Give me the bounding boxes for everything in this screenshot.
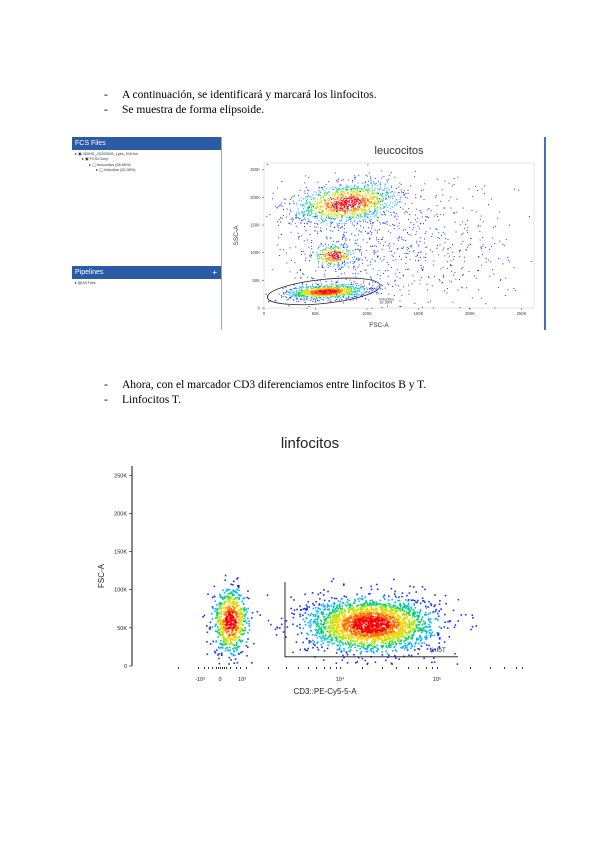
y-axis-label: SSC-A: [233, 225, 240, 246]
flowjo-screenshot: FCS Files ▸ ▣ 450HG_20200505_Lyes_016.fc…: [72, 137, 546, 330]
event-dots: [265, 163, 532, 309]
y-tick-label: 0: [258, 306, 261, 311]
tree-item-comp[interactable]: ▸ ▣ FCS/Comp: [82, 157, 109, 162]
x-minor-tick: [178, 667, 179, 669]
gate-label: linfocitos: [379, 297, 394, 301]
event-dots: [202, 574, 478, 666]
instruction-item: Ahora, con el marcador CD3 diferenciamos…: [104, 378, 426, 393]
y-tick-label: 200K: [250, 195, 260, 200]
y-tick-label: 150K: [114, 550, 127, 556]
plot-frame: [263, 162, 535, 309]
y-tick-label: 250K: [250, 167, 260, 172]
x-axis-label: CD3::PE-Cy5-5-A: [293, 687, 357, 696]
x-tick-label: 150K: [414, 311, 424, 316]
x-minor-tick: [522, 667, 523, 669]
instructions-list-2: Ahora, con el marcador CD3 diferenciamos…: [104, 378, 426, 407]
tree-item-linfocitos[interactable]: ▸ ◯ linfocitos (32.38%): [96, 168, 136, 173]
x-minor-tick: [516, 667, 517, 669]
instruction-item: Se muestra de forma elipsoide.: [104, 103, 377, 118]
x-minor-tick: [236, 667, 237, 669]
x-tick-label: 10³: [238, 677, 246, 683]
x-minor-tick: [198, 667, 199, 669]
sample-tree: ▸ ▣ 450HG_20200505_Lyes_016.fcs ▸ ▣ FCS/…: [72, 150, 221, 174]
x-minor-tick: [286, 667, 287, 669]
x-tick-label: 50K: [312, 311, 320, 316]
pipeline-item-all-files[interactable]: ▸ ▤ All Files: [75, 281, 96, 285]
x-minor-tick: [212, 667, 213, 669]
x-tick-label: -10³: [195, 677, 205, 683]
fcs-files-title: FCS Files: [75, 140, 106, 147]
x-tick-label: 100K: [362, 311, 372, 316]
x-minor-tick: [396, 667, 397, 669]
x-minor-tick: [216, 667, 217, 669]
y-tick-label: 100K: [250, 250, 260, 255]
y-tick-label: 50K: [253, 278, 261, 283]
x-minor-tick: [226, 667, 227, 669]
pipelines-header: Pipelines +: [72, 266, 221, 279]
window-border: [544, 137, 546, 330]
x-minor-tick: [224, 667, 225, 669]
instruction-item: Linfocitos T.: [104, 393, 426, 408]
plot-title: linfocitos: [281, 435, 339, 452]
linfocitos-gate: [266, 277, 381, 306]
x-minor-tick: [222, 667, 223, 669]
gate-percent: 32.38%: [379, 301, 393, 305]
x-minor-tick: [336, 667, 337, 669]
pipelines-panel: Pipelines + ▸ ▤ All Files: [72, 266, 221, 286]
x-minor-tick: [362, 667, 363, 669]
x-minor-tick: [220, 667, 221, 669]
x-minor-tick: [230, 667, 231, 669]
x-minor-tick: [504, 667, 505, 669]
gate-label: linfoT: [430, 647, 446, 654]
y-tick-label: 50K: [117, 626, 127, 632]
x-minor-tick: [470, 667, 471, 669]
x-minor-tick: [418, 667, 419, 669]
instructions-list-1: A continuación, se identificará y marcar…: [104, 88, 377, 117]
x-minor-tick: [246, 667, 247, 669]
x-minor-tick: [490, 667, 491, 669]
x-minor-tick: [324, 667, 325, 669]
fcs-files-header: FCS Files: [72, 137, 221, 150]
x-minor-tick: [426, 667, 427, 669]
x-tick-label: 200K: [465, 311, 475, 316]
pipelines-title: Pipelines: [75, 269, 104, 276]
x-minor-tick: [437, 667, 438, 669]
x-minor-tick: [330, 667, 331, 669]
x-tick-label: 10⁴: [336, 676, 345, 683]
x-tick-label: 0: [263, 311, 266, 316]
linfoT-gate: [284, 582, 458, 658]
y-tick-label: 250K: [114, 473, 127, 479]
x-tick-label: 250K: [517, 311, 527, 316]
x-minor-tick: [208, 667, 209, 669]
instruction-item: A continuación, se identificará y marcar…: [104, 88, 377, 103]
x-minor-tick: [316, 667, 317, 669]
x-minor-tick: [240, 667, 241, 669]
y-axis-label: FSC-A: [97, 563, 106, 588]
y-tick-label: 150K: [250, 223, 260, 228]
tree-item-leucocitos[interactable]: ▸ ◯ leucocitos (68.66%): [89, 162, 131, 167]
x-axis-label: FSC-A: [369, 322, 389, 329]
x-minor-tick: [204, 667, 205, 669]
x-minor-tick: [298, 667, 299, 669]
x-minor-tick: [268, 667, 269, 669]
x-minor-tick: [218, 667, 219, 669]
y-tick-label: 200K: [114, 511, 127, 517]
tree-item-sample[interactable]: ▸ ▣ 450HG_20200505_Lyes_016.fcs: [75, 152, 138, 156]
x-tick-label: 0: [218, 677, 221, 683]
fcs-files-panel: FCS Files ▸ ▣ 450HG_20200505_Lyes_016.fc…: [72, 137, 222, 330]
x-minor-tick: [340, 667, 341, 669]
add-pipeline-button[interactable]: +: [212, 268, 217, 277]
x-minor-tick: [432, 667, 433, 669]
plot-title: leucocitos: [375, 145, 424, 157]
y-tick-label: 0: [124, 664, 127, 670]
linfocitos-plot: linfocitos 0 50K 100K 150K 200K 250K FSC-A -10³ 0…: [97, 435, 523, 696]
x-tick-label: 10⁵: [433, 676, 441, 683]
x-minor-tick: [308, 667, 309, 669]
y-tick-label: 100K: [114, 588, 127, 594]
x-minor-tick: [408, 667, 409, 669]
x-minor-tick: [382, 667, 383, 669]
